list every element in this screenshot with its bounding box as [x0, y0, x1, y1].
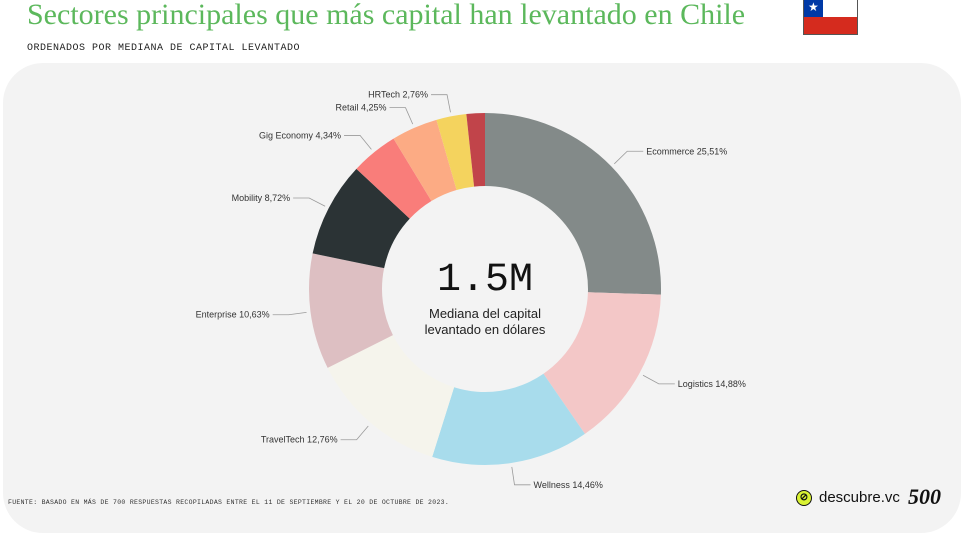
leader-line	[293, 197, 326, 207]
slice-gig-economy	[356, 138, 432, 219]
slice-label: Enterprise 10,63%	[196, 310, 270, 320]
leader-line	[340, 425, 369, 441]
descubre-logo-text: descubre.vc	[819, 489, 900, 506]
slice-label: Gig Economy 4,34%	[259, 130, 341, 140]
slice-ecommerce	[485, 113, 661, 295]
slice-label: TravelTech 12,76%	[261, 435, 338, 445]
leader-line	[389, 107, 414, 125]
center-value: 1.5M	[437, 258, 533, 303]
500-logo: 500	[908, 484, 941, 509]
chile-flag-icon: ★	[803, 0, 858, 35]
slice-wellness	[432, 373, 585, 465]
slice-hrtech	[436, 113, 475, 190]
slice-mobility	[312, 168, 410, 269]
donut-chart: Ecommerce 25,51% Logistics 14,88% Wellness…	[196, 90, 746, 490]
slice-traveltech	[327, 335, 455, 457]
slice-label: Mobility 8,72%	[232, 193, 291, 203]
center-label-line1: Mediana del capital	[429, 306, 541, 321]
slice-label: HRTech 2,76%	[368, 90, 428, 100]
slice-retail	[393, 119, 457, 202]
source-note: FUENTE: BASADO EN MÁS DE 700 RESPUESTAS …	[8, 499, 450, 506]
slice-label: Ecommerce 25,51%	[646, 146, 727, 156]
page-title: Sectores principales que más capital han…	[27, 0, 746, 31]
leader-line	[431, 94, 451, 113]
leader-line	[511, 466, 531, 486]
descubre-logo: ⊘ descubre.vc	[796, 489, 900, 506]
slice-logistics	[543, 292, 661, 434]
leader-line	[344, 135, 372, 150]
leader-line	[614, 150, 644, 165]
donut-labels: Ecommerce 25,51% Logistics 14,88% Wellness…	[196, 90, 746, 490]
slice-label: Logistics 14,88%	[678, 379, 746, 389]
slice-label: Wellness 14,46%	[533, 480, 602, 490]
leader-line	[642, 374, 675, 385]
slice-label: Retail 4,25%	[335, 103, 386, 113]
leader-line	[272, 312, 307, 316]
slice-other	[466, 113, 485, 187]
donut-slices	[309, 113, 661, 465]
page-subtitle: ORDENADOS POR MEDIANA DE CAPITAL LEVANTA…	[27, 43, 301, 54]
slice-enterprise	[309, 253, 393, 368]
center-label-line2: levantado en dólares	[425, 322, 546, 337]
descubre-mark-icon: ⊘	[796, 489, 812, 506]
